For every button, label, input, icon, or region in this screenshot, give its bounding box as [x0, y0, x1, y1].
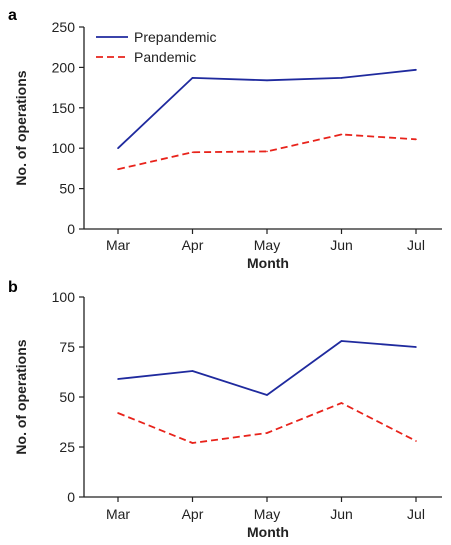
y-tick-label: 250 [52, 19, 76, 35]
y-tick-label: 150 [52, 100, 76, 116]
y-axis-title: No. of operations [13, 339, 29, 454]
data-point [340, 133, 343, 136]
legend-label: Pandemic [134, 49, 196, 65]
data-point [117, 378, 119, 380]
data-point [191, 77, 194, 79]
x-tick-label: Mar [106, 506, 130, 522]
panel-letter: a [8, 7, 17, 24]
data-point [117, 168, 119, 171]
y-tick-label: 200 [52, 59, 76, 75]
x-tick-label: Jun [330, 506, 353, 522]
data-point [191, 370, 194, 372]
panel-b: b 0 25 50 75 100 Mar Apr May Jun Jul Month No. of op… [8, 279, 442, 540]
x-tick-label: Jun [330, 237, 353, 253]
y-tick-label: 0 [67, 221, 75, 237]
panel-a: a 0 50 100 150 200 250 Mar Apr May Jun Jul Month No. … [8, 7, 442, 271]
data-point [117, 147, 119, 149]
x-tick-label: May [254, 237, 280, 253]
y-tick-label: 25 [59, 439, 75, 455]
x-tick-label: Jul [407, 506, 425, 522]
x-tick-label: Apr [182, 506, 204, 522]
data-point [340, 340, 343, 342]
data-point [415, 346, 417, 348]
data-point [191, 151, 194, 154]
data-point [266, 150, 268, 153]
x-axis-title: Month [247, 524, 289, 540]
y-axis-title: No. of operations [13, 70, 29, 185]
data-point [266, 394, 268, 396]
x-tick-label: Jul [407, 237, 425, 253]
data-point [266, 79, 268, 82]
data-point [266, 432, 268, 434]
y-tick-label: 75 [59, 339, 75, 355]
series-line-0 [117, 340, 417, 396]
panel-letter: b [8, 279, 18, 296]
x-tick-label: May [254, 506, 280, 522]
data-point [415, 69, 417, 71]
y-tick-label: 0 [67, 489, 75, 505]
legend-label: Prepandemic [134, 29, 217, 45]
series-line-pandemic [117, 133, 417, 171]
data-point [191, 442, 194, 444]
data-point [415, 440, 417, 442]
y-tick-label: 50 [59, 181, 75, 197]
data-point [340, 402, 343, 404]
y-tick-label: 100 [52, 289, 76, 305]
data-point [415, 138, 417, 141]
x-tick-label: Mar [106, 237, 130, 253]
x-axis-title: Month [247, 255, 289, 271]
y-tick-label: 50 [59, 389, 75, 405]
x-tick-label: Apr [182, 237, 204, 253]
y-tick-label: 100 [52, 140, 76, 156]
data-point [117, 412, 119, 414]
data-point [340, 77, 343, 79]
series-line-1 [117, 402, 417, 444]
